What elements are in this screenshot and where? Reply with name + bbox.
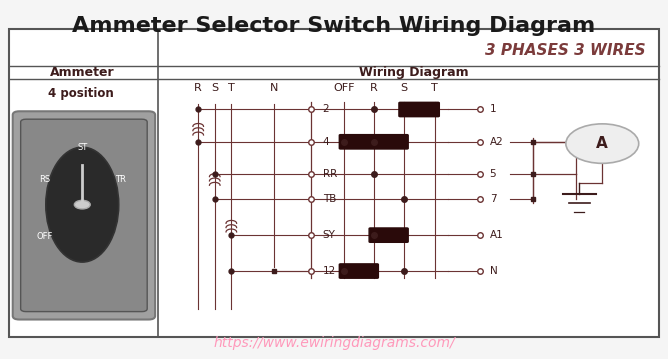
Text: 4 position: 4 position bbox=[48, 87, 114, 100]
Text: OFF: OFF bbox=[333, 83, 355, 93]
Text: A1: A1 bbox=[490, 230, 504, 240]
FancyBboxPatch shape bbox=[339, 135, 408, 149]
FancyBboxPatch shape bbox=[13, 111, 155, 320]
FancyBboxPatch shape bbox=[399, 102, 440, 117]
FancyBboxPatch shape bbox=[9, 29, 659, 337]
Text: S: S bbox=[400, 83, 407, 93]
Text: ST: ST bbox=[77, 143, 88, 152]
Text: Ammeter Selector Switch Wiring Diagram: Ammeter Selector Switch Wiring Diagram bbox=[72, 16, 596, 36]
Text: R: R bbox=[370, 83, 377, 93]
Text: 7: 7 bbox=[490, 194, 496, 204]
Text: 4: 4 bbox=[323, 137, 329, 147]
Text: 2: 2 bbox=[323, 104, 329, 115]
Text: 1: 1 bbox=[490, 104, 496, 115]
Circle shape bbox=[566, 124, 639, 163]
Text: A: A bbox=[597, 136, 608, 151]
Text: RR: RR bbox=[323, 169, 337, 179]
Text: N: N bbox=[490, 266, 498, 276]
Text: A2: A2 bbox=[490, 137, 504, 147]
Text: RS: RS bbox=[39, 175, 50, 184]
Text: SY: SY bbox=[323, 230, 335, 240]
Ellipse shape bbox=[46, 147, 119, 262]
Text: 3 PHASES 3 WIRES: 3 PHASES 3 WIRES bbox=[485, 43, 645, 59]
Text: S: S bbox=[211, 83, 218, 93]
Text: T: T bbox=[228, 83, 234, 93]
Text: https://www.ewiringdiagrams.com/: https://www.ewiringdiagrams.com/ bbox=[213, 336, 455, 350]
Text: OFF: OFF bbox=[36, 232, 53, 242]
Circle shape bbox=[74, 200, 90, 209]
FancyBboxPatch shape bbox=[339, 264, 378, 278]
Text: 12: 12 bbox=[323, 266, 336, 276]
Text: TB: TB bbox=[323, 194, 336, 204]
FancyBboxPatch shape bbox=[21, 119, 147, 312]
Text: Wiring Diagram: Wiring Diagram bbox=[359, 66, 468, 79]
FancyBboxPatch shape bbox=[369, 228, 408, 242]
Text: R: R bbox=[194, 83, 202, 93]
Text: 5: 5 bbox=[490, 169, 496, 179]
Text: N: N bbox=[270, 83, 279, 93]
Text: T: T bbox=[432, 83, 438, 93]
Text: TR: TR bbox=[115, 175, 126, 184]
Text: Ammeter: Ammeter bbox=[50, 66, 115, 79]
